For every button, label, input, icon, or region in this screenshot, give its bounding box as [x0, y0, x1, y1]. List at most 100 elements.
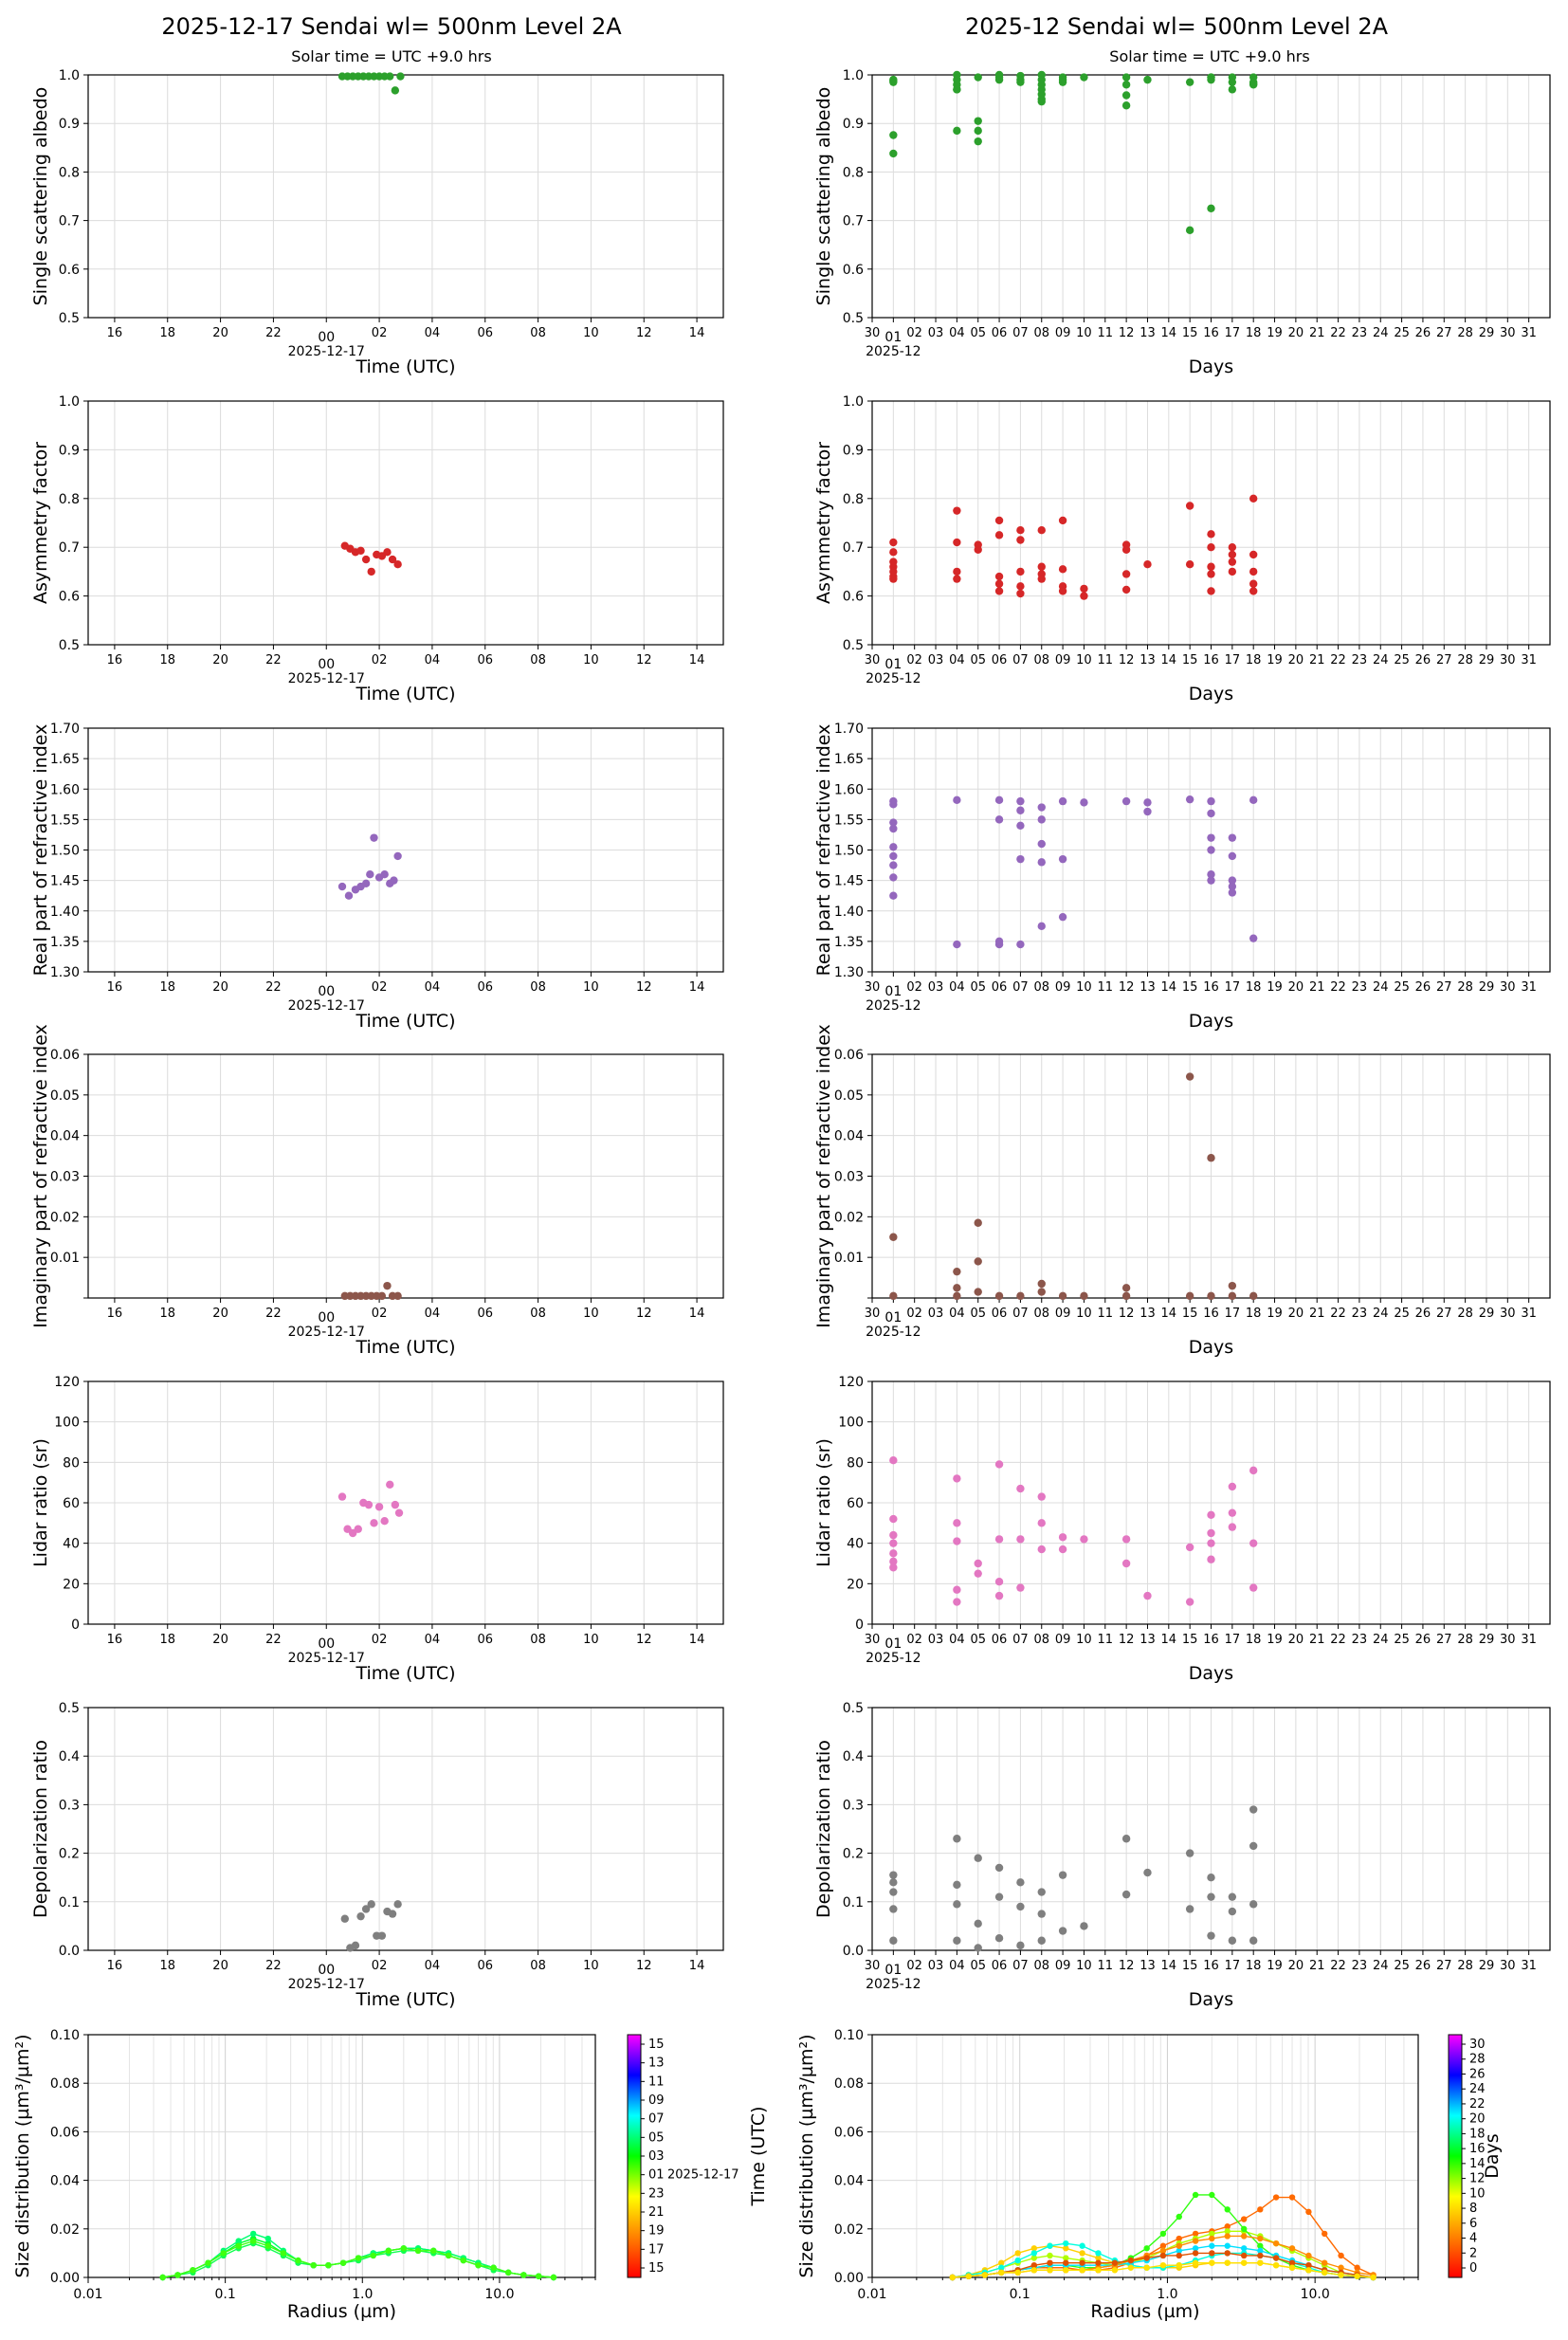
y-tick-label: 1.0 — [59, 68, 80, 83]
y-tick-label: 0.4 — [59, 1749, 80, 1764]
series-point — [235, 2238, 242, 2244]
series-point — [536, 2273, 542, 2279]
data-point — [337, 1492, 347, 1501]
data-point — [889, 1871, 898, 1879]
data-point — [377, 1291, 387, 1301]
y-tick-label: 0.9 — [843, 443, 864, 458]
series-point — [1127, 2264, 1135, 2271]
data-point — [953, 1880, 961, 1890]
y-tick-label: 0.5 — [843, 638, 864, 653]
x-tick-label: 18 — [159, 326, 175, 340]
x-tick-label: 06 — [477, 653, 493, 667]
x-tick-label: 20 — [212, 1633, 228, 1647]
data-point — [953, 567, 961, 576]
series-point — [1224, 2233, 1231, 2239]
x-tick-label: 16 — [1203, 1959, 1219, 1973]
data-point — [1185, 1543, 1194, 1552]
y-tick-label: 1.55 — [834, 813, 864, 828]
series-point — [400, 2245, 408, 2252]
x-tick-label: 02 — [906, 1633, 922, 1647]
x-tick-label: 07 — [1012, 326, 1029, 340]
colorbar-tick-label: 2 — [1469, 2246, 1477, 2260]
data-point — [1249, 1936, 1258, 1945]
x-tick-label: 12 — [636, 1307, 652, 1321]
data-point — [1249, 567, 1258, 576]
data-point — [1207, 587, 1215, 595]
x-tick-label: 05 — [970, 980, 986, 995]
data-point — [994, 1892, 1004, 1901]
series-point — [1111, 2259, 1119, 2266]
x-tick-label: 29 — [1479, 326, 1495, 340]
x-tick-label: 04 — [949, 1307, 965, 1321]
x-axis-label: Days — [1189, 1989, 1233, 2010]
x-tick-label: 07 — [1012, 653, 1029, 667]
x-tick-label: 00 — [318, 1310, 335, 1325]
y-tick-label: 80 — [63, 1455, 80, 1471]
x-tick-label: 00 — [318, 1636, 335, 1652]
x-tick-label: 15 — [1182, 980, 1198, 995]
data-point — [1207, 1539, 1215, 1547]
series-point — [1209, 2242, 1215, 2249]
x-tick-label: 11 — [1098, 653, 1114, 667]
x-tick-label: 06 — [477, 1959, 493, 1973]
data-point — [1228, 85, 1237, 94]
y-tick-label: 1.35 — [50, 935, 80, 950]
x-axis-label: Radius (µm) — [1090, 2301, 1199, 2322]
series-point — [1224, 2228, 1231, 2235]
data-point — [1080, 73, 1088, 82]
data-point — [974, 1218, 982, 1227]
series-point — [1209, 2235, 1215, 2242]
x-tick-label: 23 — [1352, 1633, 1368, 1647]
data-point — [1058, 1533, 1067, 1542]
x-tick-label: 06 — [477, 1307, 493, 1321]
data-point — [994, 73, 1004, 82]
x-tick-label: 08 — [1033, 1633, 1049, 1647]
x-tick-label: 30 — [1500, 326, 1516, 340]
data-point — [1121, 1559, 1131, 1568]
x-tick-label: 02 — [906, 653, 922, 667]
data-point — [337, 882, 347, 891]
series-point — [998, 2269, 1005, 2276]
data-point — [1185, 795, 1194, 804]
x-tick-label: 14 — [689, 653, 705, 667]
series-point — [1079, 2250, 1085, 2257]
y-tick-label: 0.04 — [834, 2174, 864, 2189]
data-point — [1185, 226, 1194, 235]
data-point — [1228, 1482, 1237, 1491]
series-point — [1095, 2250, 1102, 2257]
data-point — [1207, 1892, 1215, 1901]
y-tick-label: 0.5 — [843, 311, 864, 326]
chart-size-monthly: 0.01 0.1 1.0 10.0 0.00 0.02 0.04 0.06 0.08 0.10 Ra… — [796, 2028, 1503, 2322]
series-point — [1176, 2242, 1182, 2249]
x-tick-label: 22 — [265, 1633, 282, 1647]
colorbar-tick-label: 8 — [1469, 2202, 1477, 2216]
series-point — [159, 2274, 166, 2281]
x-tick-label: 10 — [583, 1307, 599, 1321]
y-tick-label: 1.40 — [50, 905, 80, 920]
x-tick-label: 12 — [1119, 653, 1135, 667]
data-point — [1080, 1291, 1088, 1301]
colorbar-tick-label: 16 — [1469, 2142, 1486, 2156]
x-tick-label: 06 — [477, 326, 493, 340]
series-point — [1143, 2245, 1150, 2252]
data-point — [383, 548, 392, 557]
series-point — [1305, 2262, 1312, 2269]
y-tick-label: 1.70 — [50, 722, 80, 737]
x-tick-label: 12 — [636, 326, 652, 340]
series-point — [1354, 2264, 1360, 2271]
y-tick-label: 0 — [855, 1618, 864, 1633]
data-point — [374, 1503, 384, 1511]
data-point — [1037, 858, 1046, 867]
data-point — [1037, 1888, 1046, 1896]
x-tick-label: 18 — [159, 980, 175, 995]
y-tick-label: 1.65 — [834, 752, 864, 767]
data-point — [1228, 558, 1237, 566]
series-point — [1354, 2273, 1360, 2279]
x-tick-label: 22 — [1330, 980, 1346, 995]
data-point — [370, 1519, 378, 1527]
x-tick-label: 23 — [1352, 980, 1368, 995]
data-point — [1016, 1583, 1025, 1592]
data-point — [889, 149, 898, 158]
x-tick-label: 04 — [425, 653, 441, 667]
data-point — [953, 1835, 961, 1843]
